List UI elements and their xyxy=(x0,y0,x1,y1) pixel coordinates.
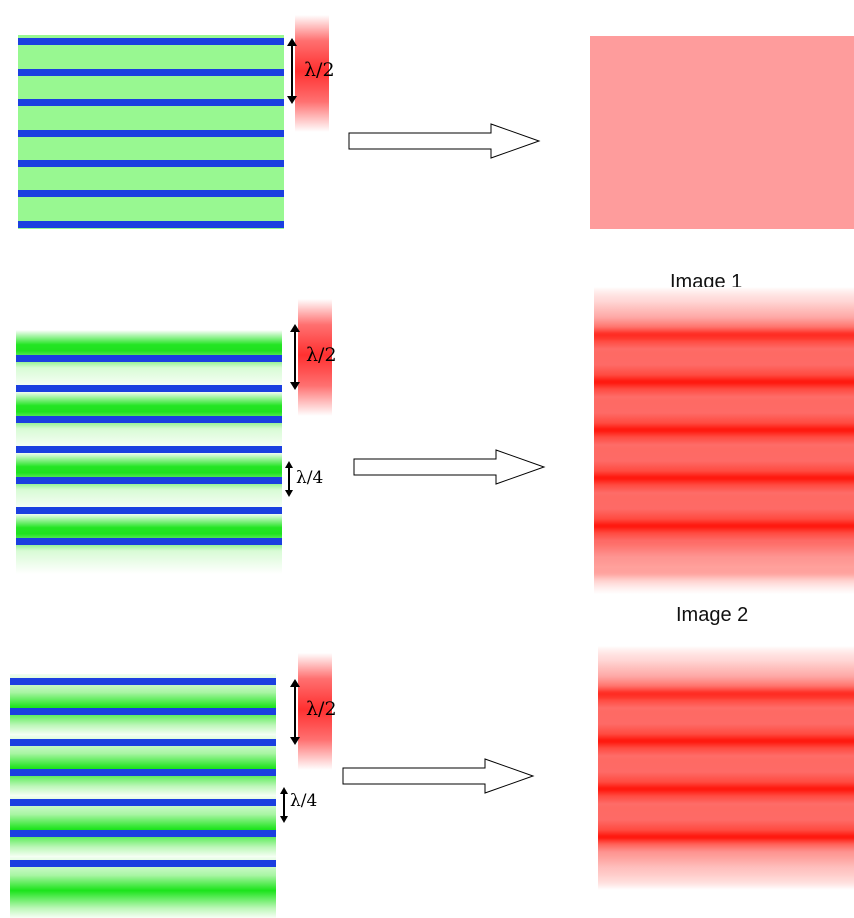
fade-edge xyxy=(598,646,854,698)
wavelength-bar xyxy=(298,299,332,416)
half-wavelength-label: λ/2 xyxy=(306,344,337,366)
quarter-wavelength-label: λ/4 xyxy=(290,791,318,811)
layer-line xyxy=(18,221,284,228)
process-arrow-icon xyxy=(353,449,546,485)
layer-line xyxy=(10,830,276,837)
dimension-arrow-icon xyxy=(290,324,300,390)
layer-line xyxy=(10,799,276,806)
layer-line xyxy=(18,130,284,137)
image-2-output xyxy=(598,646,854,890)
half-wavelength-label: λ/2 xyxy=(304,59,335,81)
layer-line xyxy=(10,708,276,715)
layer-line xyxy=(18,160,284,167)
layer-line xyxy=(10,739,276,746)
image-1-output xyxy=(594,287,854,594)
process-arrow-icon xyxy=(342,758,535,794)
quarter-wavelength-label: λ/4 xyxy=(296,468,324,488)
fade-edge xyxy=(594,287,854,339)
uniform-layer-sample xyxy=(18,35,284,229)
layer-line xyxy=(16,507,282,514)
graded-band xyxy=(10,796,276,857)
layer-line xyxy=(10,769,276,776)
layer-line xyxy=(16,538,282,545)
half-wavelength-label: λ/2 xyxy=(306,698,337,720)
graded-band xyxy=(10,857,276,918)
layer-line xyxy=(16,446,282,453)
process-arrow-icon xyxy=(348,123,541,159)
graded-layer-sample-2 xyxy=(10,674,276,918)
image-2-caption: Image 2 xyxy=(676,604,749,626)
layer-line xyxy=(18,69,284,76)
layer-line xyxy=(16,385,282,392)
layer-line xyxy=(16,355,282,362)
dimension-arrow-icon xyxy=(290,679,300,745)
graded-layer-sample-1 xyxy=(16,330,282,575)
layer-line xyxy=(10,860,276,867)
wavelength-bar xyxy=(298,653,332,770)
fade-edge xyxy=(594,542,854,594)
layer-line xyxy=(10,678,276,685)
layer-line xyxy=(18,190,284,197)
layer-line xyxy=(16,477,282,484)
layer-line xyxy=(18,99,284,106)
layer-line xyxy=(16,416,282,423)
layer-line xyxy=(18,38,284,45)
dimension-arrow-icon xyxy=(285,461,293,497)
fade-edge xyxy=(598,838,854,890)
dimension-arrow-icon xyxy=(280,787,288,823)
wavelength-bar xyxy=(295,15,329,132)
dimension-arrow-icon xyxy=(287,38,297,104)
uniform-output-image xyxy=(590,36,854,229)
